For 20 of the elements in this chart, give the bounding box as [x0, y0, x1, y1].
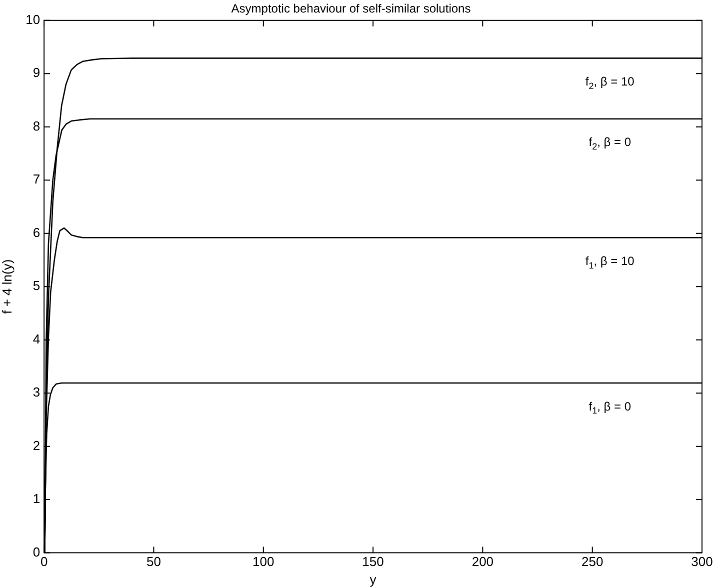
y-tick-label: 1	[32, 491, 40, 506]
x-tick-label: 150	[362, 554, 384, 570]
y-tick-label: 7	[32, 172, 40, 187]
y-tick-label: 6	[32, 224, 40, 240]
x-axis-title: y	[370, 572, 377, 587]
x-tick-label: 250	[581, 554, 604, 570]
y-tick-label: 4	[32, 331, 40, 346]
x-tick-label: 200	[472, 554, 494, 570]
y-tick-label: 8	[32, 118, 40, 134]
y-tick-label: 3	[32, 384, 40, 400]
chart-title: Asymptotic behaviour of self-similar solutions	[231, 2, 471, 16]
x-tick-label: 100	[252, 554, 274, 570]
y-axis-title: f + 4 ln(y)	[0, 259, 14, 314]
y-tick-label: 0	[32, 544, 40, 560]
y-tick-label: 5	[32, 278, 40, 294]
x-tick-label: 300	[691, 554, 713, 570]
y-tick-label: 2	[32, 438, 40, 453]
y-tick-label: 9	[32, 65, 40, 80]
y-tick-label: 10	[26, 12, 40, 27]
x-tick-label: 50	[146, 554, 161, 570]
